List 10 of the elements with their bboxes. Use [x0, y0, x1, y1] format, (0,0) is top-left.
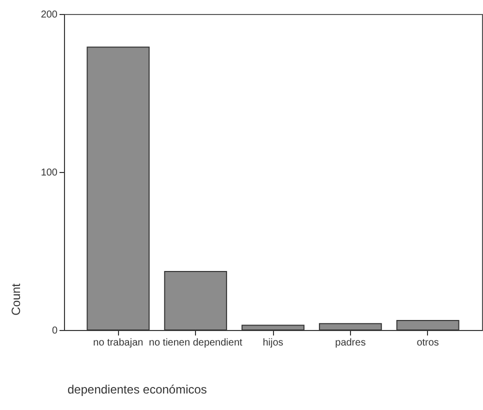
x-axis-title: dependientes económicos — [68, 382, 207, 396]
x-tick-label: no tienen dependient — [148, 338, 243, 348]
x-tick-label: padres — [335, 338, 366, 348]
y-axis-title: Count — [8, 282, 23, 316]
x-tick-label: no trabajan — [93, 338, 144, 348]
y-tick-label: 100 — [40, 168, 58, 178]
x-tick-label: otros — [416, 338, 439, 348]
y-tick-label: 0 — [52, 326, 58, 336]
x-tick-label: hijos — [262, 338, 284, 348]
y-tick-label: 200 — [40, 10, 58, 20]
